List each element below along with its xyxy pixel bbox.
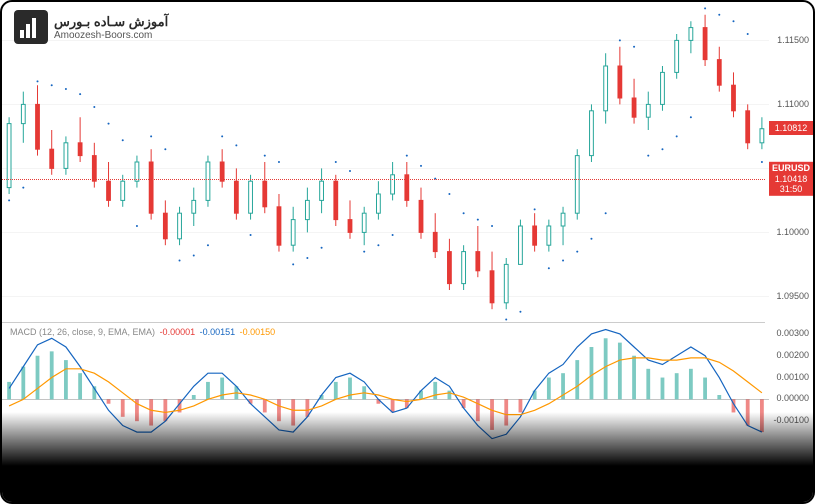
macd-tick: 0.00000	[776, 393, 809, 403]
brand-name-fa: آموزش سـاده بـورس	[54, 14, 168, 30]
price-tick: 1.09500	[776, 291, 809, 301]
y-axis: 1.095001.100001.105001.110001.11500 1.10…	[765, 2, 813, 502]
macd-chart[interactable]	[2, 323, 769, 443]
brand-icon	[14, 10, 48, 44]
macd-panel[interactable]: MACD (12, 26, close, 9, EMA, EMA) -0.000…	[2, 322, 765, 442]
chart-plot-area[interactable]: MACD (12, 26, close, 9, EMA, EMA) -0.000…	[2, 2, 765, 502]
macd-tick: -0.00100	[773, 415, 809, 425]
price-tick: 1.11500	[777, 35, 809, 45]
candlestick-chart[interactable]	[2, 2, 769, 322]
symbol-name: EURUSD	[771, 163, 811, 174]
symbol-price: 1.10418	[775, 173, 808, 183]
price-panel[interactable]	[2, 2, 765, 322]
macd-tick: 0.00300	[776, 328, 809, 338]
macd-tick: 0.00100	[776, 372, 809, 382]
chart-container: آموزش سـاده بـورس Amoozesh-Boors.com MAC…	[0, 0, 815, 504]
brand-watermark: آموزش سـاده بـورس Amoozesh-Boors.com	[14, 10, 168, 44]
price-tick: 1.10000	[776, 227, 809, 237]
reference-line	[2, 179, 765, 180]
price-tick: 1.11000	[777, 99, 809, 109]
countdown: 31:50	[780, 184, 803, 194]
symbol-badge: EURUSD 1.10418 31:50	[769, 162, 813, 196]
macd-tick: 0.00200	[776, 350, 809, 360]
brand-name-en: Amoozesh-Boors.com	[54, 30, 168, 41]
current-price-badge: 1.10812	[769, 121, 813, 135]
